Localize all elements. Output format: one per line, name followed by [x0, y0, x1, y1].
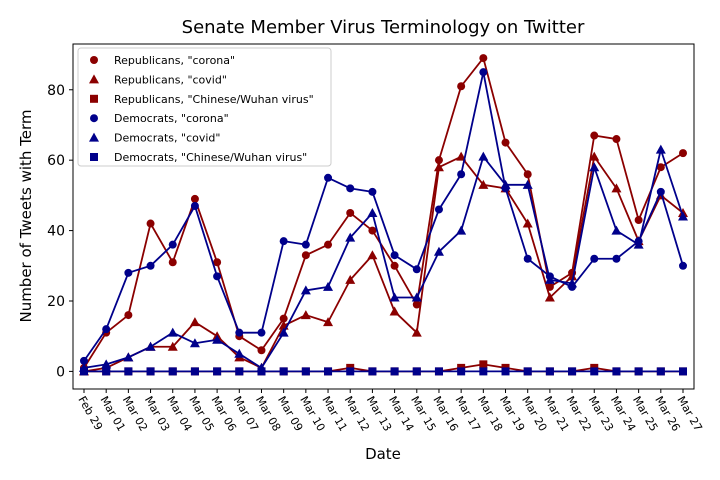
data-point: [435, 367, 443, 375]
data-point: [479, 360, 487, 368]
data-point: [324, 367, 332, 375]
data-point: [391, 251, 399, 259]
data-point: [257, 329, 265, 337]
data-point: [302, 367, 310, 375]
y-tick-label: 0: [56, 364, 65, 380]
legend-entry: Republicans, "Chinese/Wuhan virus": [114, 93, 314, 106]
data-point: [102, 325, 110, 333]
data-point: [302, 251, 310, 259]
legend-marker: [90, 114, 98, 122]
data-point: [213, 272, 221, 280]
data-point: [324, 174, 332, 182]
data-point: [346, 367, 354, 375]
data-point: [502, 367, 510, 375]
legend-entry: Democrats, "covid": [114, 132, 220, 145]
data-point: [191, 202, 199, 210]
data-point: [479, 68, 487, 76]
data-point: [280, 237, 288, 245]
data-point: [479, 54, 487, 62]
data-point: [635, 367, 643, 375]
data-point: [679, 149, 687, 157]
data-point: [147, 262, 155, 270]
y-tick-label: 80: [47, 83, 65, 99]
y-tick-label: 60: [47, 153, 65, 169]
data-point: [612, 135, 620, 143]
legend-entry: Democrats, "corona": [114, 112, 229, 125]
data-point: [213, 367, 221, 375]
data-point: [257, 346, 265, 354]
data-point: [457, 170, 465, 178]
legend-entry: Republicans, "corona": [114, 54, 235, 67]
data-point: [368, 188, 376, 196]
data-point: [435, 205, 443, 213]
data-point: [679, 262, 687, 270]
data-point: [524, 255, 532, 263]
data-point: [169, 258, 177, 266]
data-point: [147, 220, 155, 228]
data-point: [191, 195, 199, 203]
data-point: [457, 82, 465, 90]
data-point: [280, 367, 288, 375]
data-point: [169, 367, 177, 375]
data-point: [612, 255, 620, 263]
y-tick-label: 40: [47, 224, 65, 240]
x-axis-label: Date: [365, 445, 401, 463]
data-point: [679, 367, 687, 375]
data-point: [324, 241, 332, 249]
data-point: [413, 265, 421, 273]
chart-title: Senate Member Virus Terminology on Twitt…: [182, 17, 585, 38]
data-point: [235, 367, 243, 375]
data-point: [479, 367, 487, 375]
data-point: [524, 367, 532, 375]
legend-entry: Democrats, "Chinese/Wuhan virus": [114, 151, 307, 164]
data-point: [368, 227, 376, 235]
legend: Republicans, "corona" Republicans, "covid…: [78, 48, 331, 166]
data-point: [391, 262, 399, 270]
data-point: [346, 184, 354, 192]
data-point: [502, 139, 510, 147]
legend-marker: [90, 95, 98, 103]
data-point: [524, 170, 532, 178]
data-point: [147, 367, 155, 375]
y-axis-label: Number of Tweets with Term: [17, 109, 35, 322]
data-point: [80, 367, 88, 375]
legend-marker: [90, 153, 98, 161]
legend-entry: Republicans, "covid": [114, 73, 227, 86]
data-point: [635, 216, 643, 224]
data-point: [368, 367, 376, 375]
data-point: [590, 255, 598, 263]
data-point: [346, 209, 354, 217]
data-point: [657, 367, 665, 375]
data-point: [590, 367, 598, 375]
data-point: [590, 132, 598, 140]
data-point: [124, 367, 132, 375]
data-point: [391, 367, 399, 375]
data-point: [124, 311, 132, 319]
data-point: [302, 241, 310, 249]
data-point: [235, 329, 243, 337]
data-point: [124, 269, 132, 277]
data-point: [257, 367, 265, 375]
legend-marker: [90, 56, 98, 64]
data-point: [413, 367, 421, 375]
data-point: [191, 367, 199, 375]
data-point: [457, 367, 465, 375]
data-point: [657, 188, 665, 196]
data-point: [546, 367, 554, 375]
y-tick-label: 20: [47, 294, 65, 310]
data-point: [612, 367, 620, 375]
data-point: [169, 241, 177, 249]
data-point: [568, 367, 576, 375]
data-point: [102, 367, 110, 375]
